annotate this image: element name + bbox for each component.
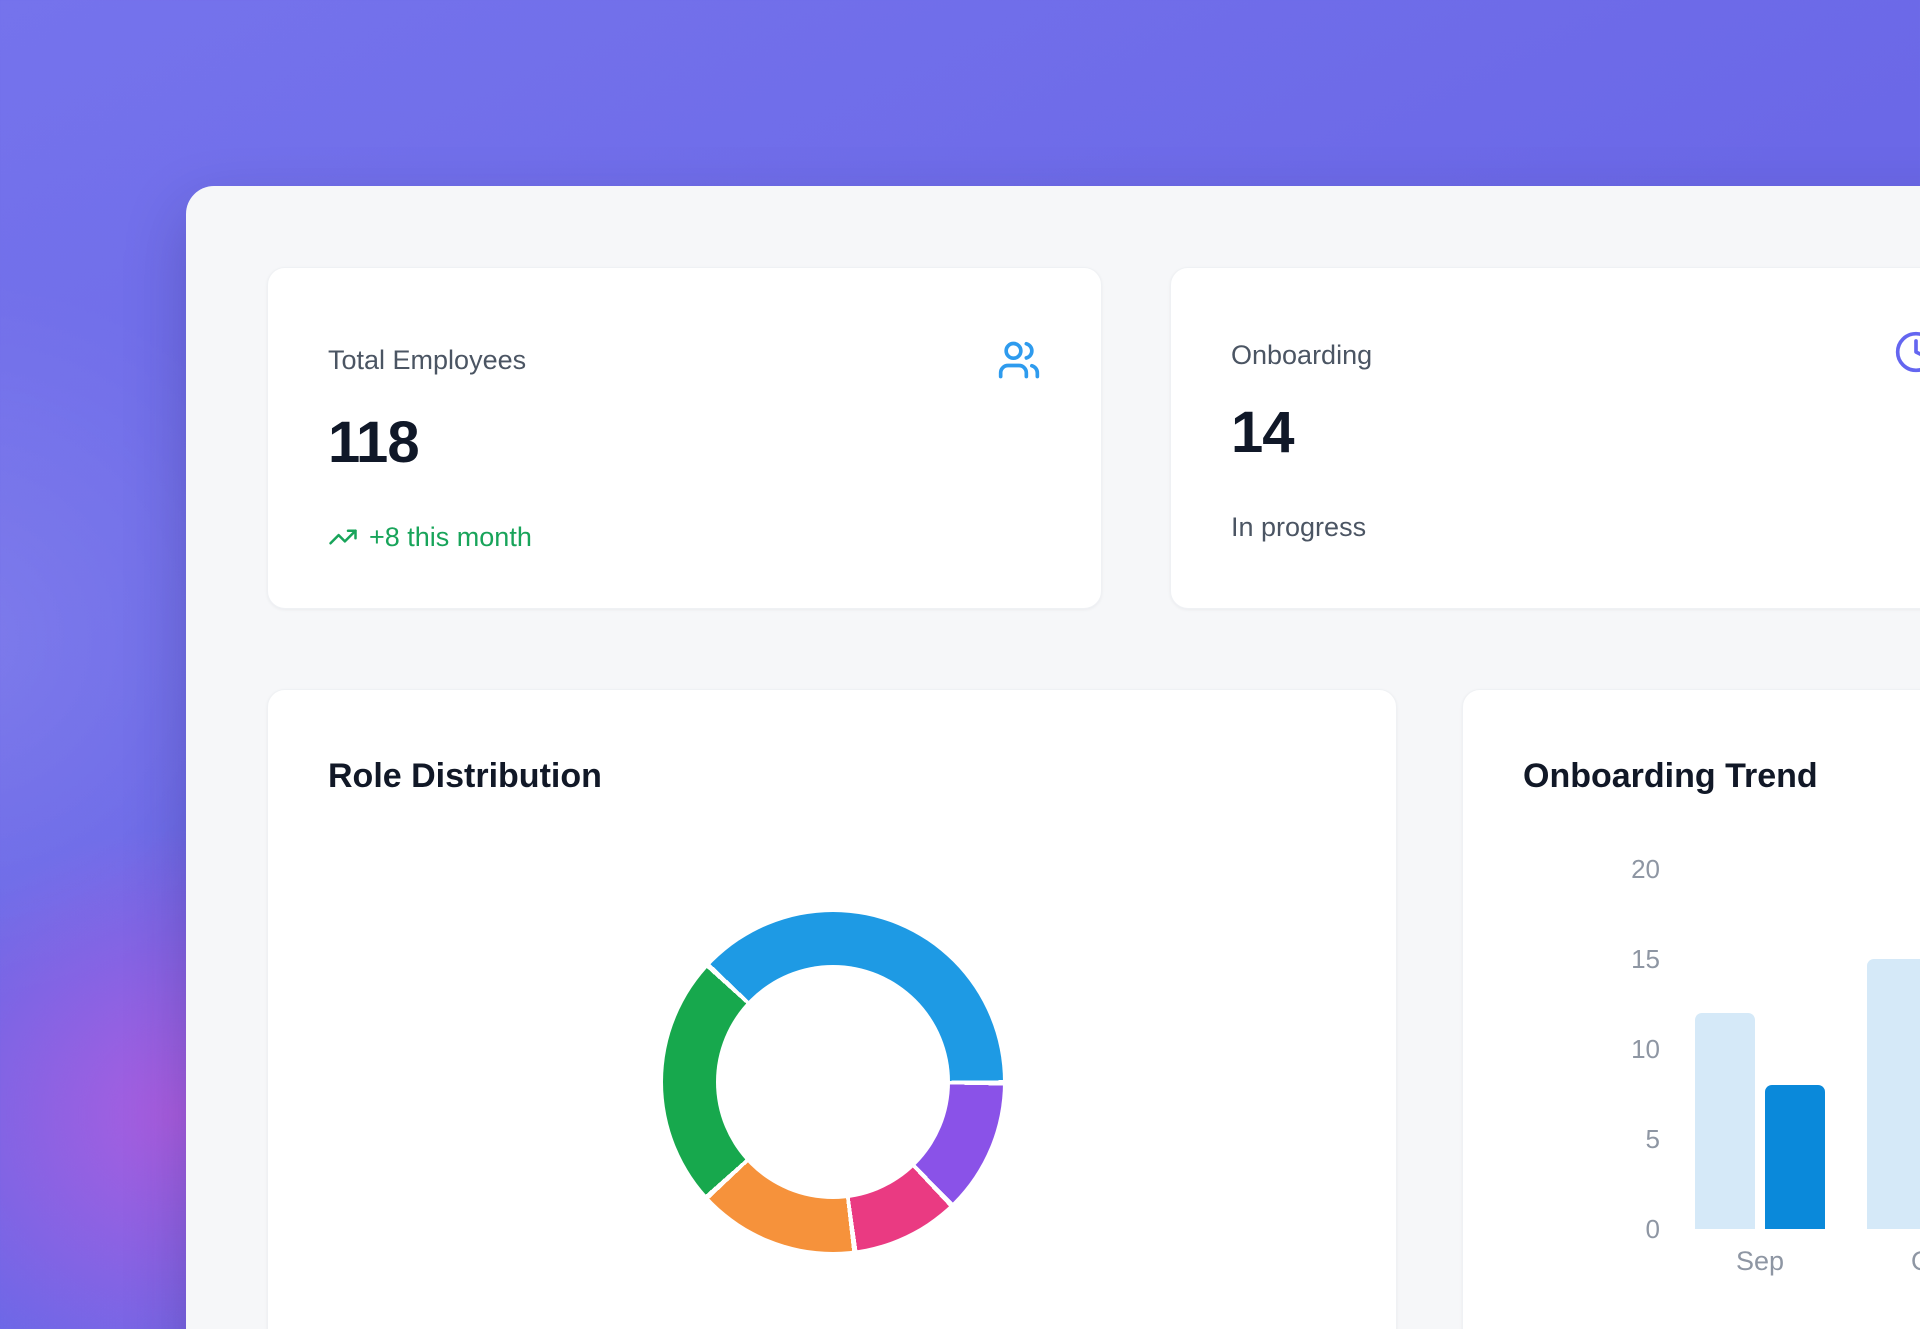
stat-card-header: Total Employees: [328, 338, 1041, 382]
users-icon: [997, 338, 1041, 382]
x-axis-label-oct: Oct: [1867, 1245, 1920, 1278]
y-axis-tick-10: 10: [1631, 1034, 1660, 1064]
stat-card-total-employees: Total Employees 118: [267, 267, 1102, 609]
role-distribution-card: Role Distribution: [267, 689, 1397, 1329]
stat-sub-total-employees: +8 this month: [328, 520, 1041, 554]
stat-label-onboarding: Onboarding: [1231, 340, 1373, 370]
x-axis-label-sep: Sep: [1735, 1246, 1785, 1276]
stat-card-onboarding: Onboarding 14 In progress: [1170, 267, 1920, 609]
y-axis-tick-15: 15: [1631, 944, 1660, 974]
y-axis-tick-0: 0: [1645, 1214, 1660, 1244]
stat-subtext: In progress: [1231, 512, 1367, 542]
bar-oct-light-blue-series: [1867, 959, 1920, 1229]
y-axis-tick-5: 5: [1645, 1124, 1660, 1154]
stat-sub-onboarding: In progress: [1231, 510, 1920, 544]
role-distribution-donut-chart: [663, 912, 1003, 1252]
role-distribution-title: Role Distribution: [328, 757, 602, 795]
stat-value-onboarding: 14: [1231, 400, 1295, 465]
dashboard-panel: Total Employees 118: [186, 186, 1920, 1329]
stat-subtext: +8 this month: [369, 522, 532, 552]
bar-sep-dark-blue-series: [1765, 1085, 1825, 1229]
onboarding-trend-title: Onboarding Trend: [1523, 757, 1818, 795]
stat-value-total-employees: 118: [328, 410, 420, 475]
stat-label-total-employees: Total Employees: [328, 345, 527, 375]
donut-hole: [716, 965, 950, 1199]
stat-card-header: Onboarding: [1231, 338, 1920, 372]
charts-row: Role Distribution Onboarding Trend 0 5 10 1…: [267, 689, 1920, 1329]
stats-row: Total Employees 118: [267, 267, 1920, 609]
bar-sep-light-blue-series: [1695, 1013, 1755, 1229]
onboarding-trend-bar-chart: 0 5 10 15 20 Sep Oct: [1463, 690, 1920, 1329]
onboarding-trend-card: Onboarding Trend 0 5 10 15 20 Sep Oct: [1462, 689, 1920, 1329]
clock-icon: [1894, 329, 1920, 373]
trending-up-icon: [328, 522, 358, 552]
y-axis-tick-20: 20: [1631, 854, 1660, 884]
